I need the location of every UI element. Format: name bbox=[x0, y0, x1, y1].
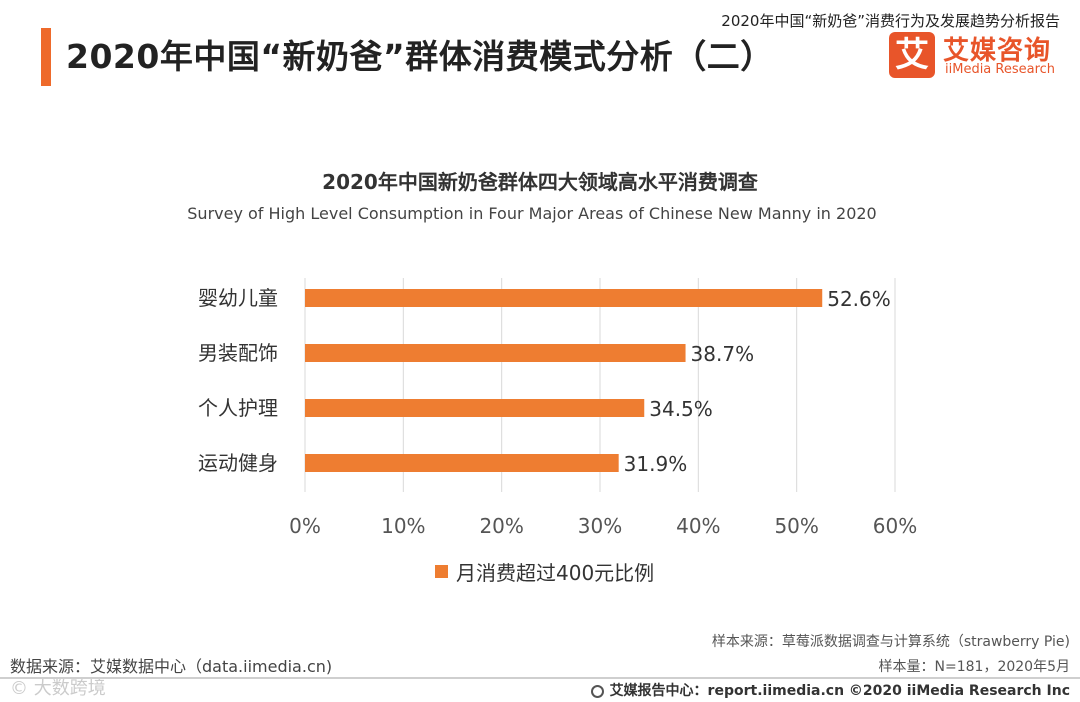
footer-copyright: 艾媒报告中心：report.iimedia.cn ©2020 iiMedia R… bbox=[590, 680, 1070, 700]
category-label: 运动健身 bbox=[198, 451, 278, 475]
bar bbox=[305, 289, 823, 307]
value-label: 38.7% bbox=[691, 342, 755, 366]
x-tick-label: 40% bbox=[676, 514, 720, 538]
sample-size: 样本量：N=181，2020年5月 bbox=[878, 659, 1070, 675]
x-tick-label: 30% bbox=[578, 514, 622, 538]
x-tick-label: 60% bbox=[873, 514, 917, 538]
category-label: 婴幼儿童 bbox=[198, 286, 278, 310]
globe-icon bbox=[590, 684, 604, 698]
logo-name-cn: 艾媒咨询 bbox=[943, 36, 1052, 66]
value-label: 31.9% bbox=[624, 452, 688, 476]
bar bbox=[305, 344, 686, 362]
bar bbox=[305, 454, 619, 472]
value-label: 34.5% bbox=[649, 397, 713, 421]
title-accent-bar bbox=[41, 28, 51, 86]
logo-mark: 艾 bbox=[889, 32, 935, 78]
report-title: 2020年中国“新奶爸”消费行为及发展趋势分析报告 bbox=[721, 12, 1060, 30]
sample-source: 样本来源：草莓派数据调查与计算系统（strawberry Pie) bbox=[711, 634, 1070, 650]
category-label: 男装配饰 bbox=[198, 341, 278, 365]
logo-name-en: iiMedia Research bbox=[945, 62, 1056, 77]
chart-title: 2020年中国新奶爸群体四大领域高水平消费调查 bbox=[322, 170, 758, 194]
value-label: 52.6% bbox=[827, 287, 891, 311]
copyright-text: 艾媒报告中心：report.iimedia.cn ©2020 iiMedia R… bbox=[609, 683, 1070, 699]
bar bbox=[305, 399, 645, 417]
data-source: 数据来源：艾媒数据中心（data.iimedia.cn) bbox=[10, 657, 333, 676]
iimedia-logo: 艾 艾媒咨询 iiMedia Research bbox=[889, 32, 1069, 84]
x-tick-label: 20% bbox=[479, 514, 523, 538]
x-tick-label: 0% bbox=[289, 514, 321, 538]
x-tick-label: 50% bbox=[774, 514, 818, 538]
x-tick-label: 10% bbox=[381, 514, 425, 538]
page-title: 2020年中国“新奶爸”群体消费模式分析（二） bbox=[66, 37, 774, 76]
chart-subtitle: Survey of High Level Consumption in Four… bbox=[187, 204, 877, 223]
legend-swatch bbox=[435, 565, 448, 578]
category-label: 个人护理 bbox=[198, 396, 278, 420]
chart-legend: 月消费超过400元比例 bbox=[435, 557, 655, 585]
legend-label: 月消费超过400元比例 bbox=[456, 561, 655, 585]
footer-divider bbox=[0, 677, 1080, 679]
watermark: © 大数跨境 bbox=[10, 678, 106, 699]
